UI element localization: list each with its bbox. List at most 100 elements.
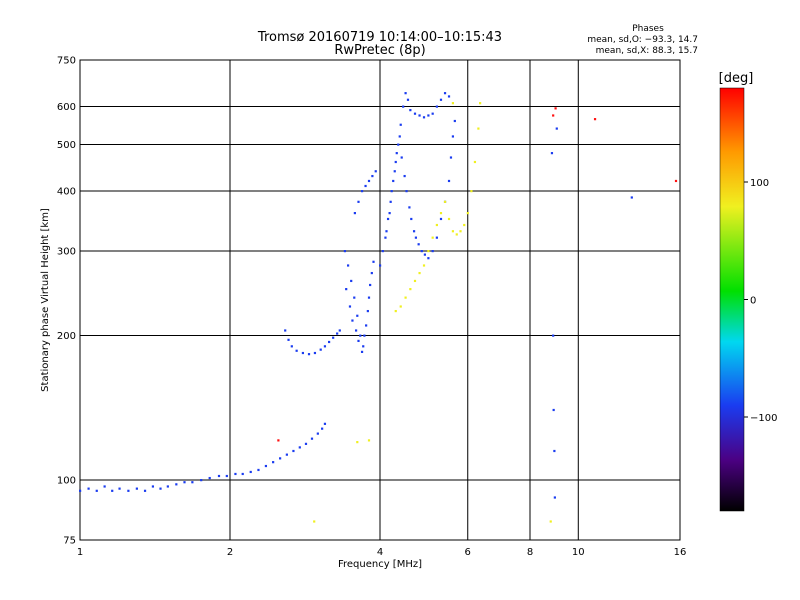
colorbar: [719, 87, 745, 512]
data-point: [353, 296, 356, 299]
data-point: [427, 114, 430, 117]
data-point: [346, 264, 350, 267]
data-point: [327, 340, 331, 344]
data-point: [553, 449, 556, 453]
data-point: [392, 179, 395, 183]
data-point: [367, 179, 371, 183]
data-point: [249, 470, 252, 474]
data-point: [313, 351, 317, 355]
data-point: [307, 353, 311, 356]
data-point: [381, 250, 384, 253]
data-point: [550, 152, 554, 155]
data-point: [439, 98, 443, 101]
phase-stats-o: mean, sd,O: −93.3, 14.7: [587, 35, 698, 45]
data-point: [372, 260, 375, 263]
data-point: [473, 160, 477, 164]
data-point: [447, 179, 451, 183]
data-point: [287, 338, 290, 341]
data-point: [399, 123, 402, 126]
data-point: [423, 253, 426, 256]
data-point: [356, 314, 359, 317]
y-tick-label: 100: [57, 476, 76, 487]
data-point: [388, 212, 391, 215]
data-point: [371, 174, 374, 178]
data-point: [431, 112, 434, 115]
data-point: [394, 309, 397, 313]
data-point: [414, 236, 418, 239]
data-point: [455, 233, 458, 236]
y-axis-label: Stationary phase Virtual Height [km]: [40, 208, 51, 392]
data-point: [151, 485, 155, 488]
data-point: [552, 408, 555, 412]
data-point: [351, 319, 354, 322]
y-tick-label: 600: [57, 102, 76, 113]
data-point: [447, 217, 451, 221]
y-axis-ticks: 75 100 200 300 400 500 600 750: [57, 56, 76, 547]
data-point: [118, 487, 121, 490]
data-point: [336, 332, 339, 335]
data-point: [552, 334, 555, 337]
data-point: [418, 271, 421, 275]
data-point: [395, 152, 398, 155]
data-point: [443, 200, 447, 203]
data-point: [367, 296, 371, 299]
chart-subtitle: RwPretec (8p): [334, 43, 425, 58]
data-point: [362, 345, 365, 348]
data-point: [313, 520, 316, 523]
colorbar-ticks: 100 0 −100: [744, 178, 777, 424]
data-point: [385, 230, 388, 233]
data-point: [412, 230, 416, 233]
data-point: [304, 442, 308, 445]
data-point: [319, 348, 322, 351]
data-point: [459, 230, 462, 233]
data-point: [366, 309, 369, 313]
data-point: [453, 119, 456, 123]
data-point: [348, 305, 352, 308]
colorbar-tick-label: 0: [750, 296, 756, 307]
data-point: [451, 102, 455, 105]
data-point: [321, 427, 324, 430]
y-tick-label: 300: [57, 247, 76, 258]
data-point: [217, 474, 221, 478]
phases-label: Phases: [632, 24, 664, 34]
data-point: [359, 334, 362, 337]
data-point: [420, 250, 423, 253]
data-point: [379, 264, 382, 267]
data-point: [310, 437, 314, 440]
data-point: [394, 160, 397, 164]
series-1: [313, 102, 552, 523]
data-point: [427, 250, 430, 253]
data-point: [555, 127, 558, 130]
data-point: [409, 109, 412, 112]
data-point: [143, 489, 147, 492]
data-point: [272, 461, 275, 464]
data-point: [422, 264, 426, 267]
data-point: [463, 223, 466, 227]
data-point: [338, 329, 341, 332]
y-tick-label: 200: [57, 331, 76, 342]
data-point: [279, 457, 282, 460]
data-point: [398, 135, 401, 138]
data-point: [290, 345, 293, 348]
data-point: [370, 271, 373, 275]
data-point: [363, 334, 366, 337]
data-point: [431, 236, 434, 239]
data-point: [417, 243, 420, 246]
data-point: [301, 351, 305, 355]
data-point: [405, 190, 408, 193]
data-point: [427, 257, 430, 260]
data-point: [360, 350, 364, 353]
data-point: [630, 196, 633, 199]
data-point: [166, 485, 169, 488]
data-point: [402, 105, 405, 108]
data-point: [384, 236, 387, 239]
data-point: [397, 143, 400, 146]
series-2: [277, 107, 678, 442]
data-point: [350, 279, 353, 283]
phase-stats-x: mean, sd,X: 88.3, 15.7: [596, 46, 698, 56]
data-point: [353, 212, 356, 215]
data-point: [135, 487, 138, 490]
data-point: [367, 439, 371, 442]
data-point: [95, 489, 98, 492]
